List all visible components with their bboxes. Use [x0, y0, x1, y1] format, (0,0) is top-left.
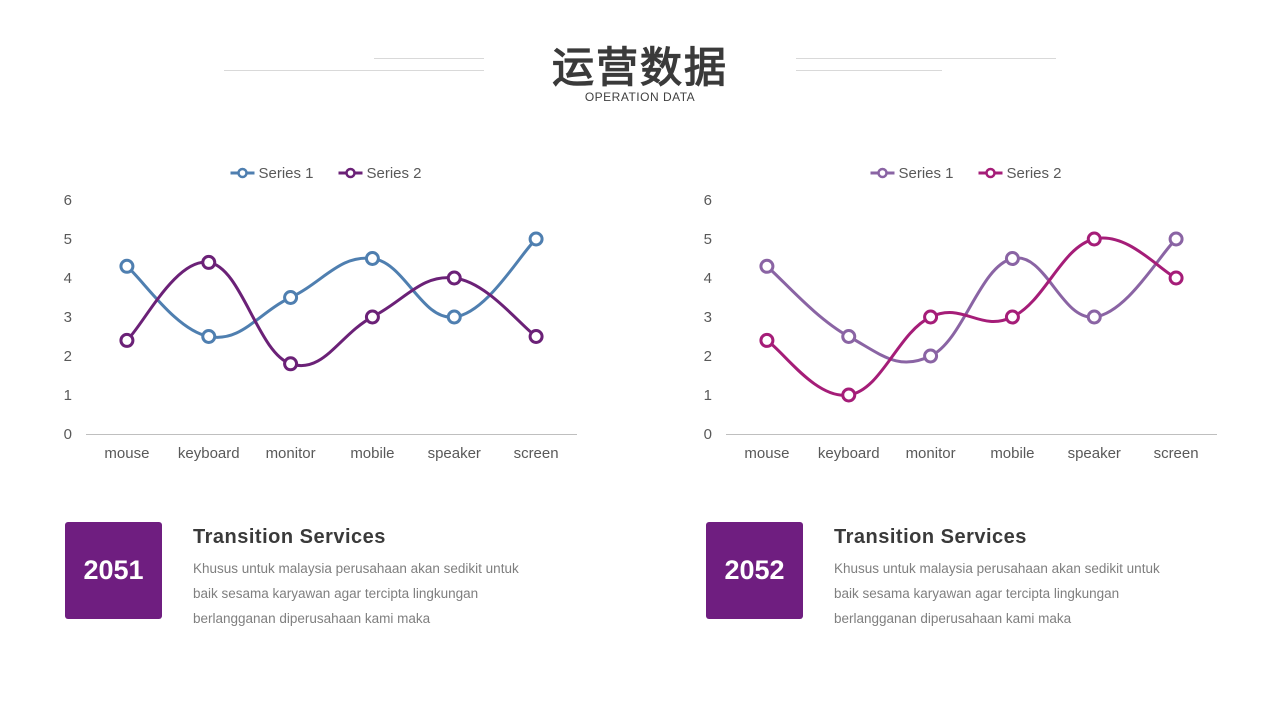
legend-marker	[985, 167, 996, 179]
data-point	[201, 329, 217, 344]
x-tick-label: mouse	[104, 445, 149, 462]
year-badge: 2051	[65, 522, 162, 619]
y-tick-label: 3	[64, 309, 72, 326]
legend-marker	[237, 167, 248, 179]
line-chart-right: 0 1 2 3 4 5 6 mouse keyboard monitor mobile speaker…	[680, 150, 1240, 480]
y-tick-label: 6	[64, 192, 72, 209]
data-point	[446, 309, 462, 325]
y-tick-label: 4	[64, 270, 72, 287]
data-point	[283, 290, 299, 305]
page-subtitle: OPERATION DATA	[584, 90, 696, 104]
data-point	[201, 254, 217, 270]
y-tick-label: 1	[704, 387, 712, 404]
data-point	[119, 332, 135, 348]
y-tick-label: 3	[704, 309, 712, 326]
header-rule-left-top	[374, 58, 484, 59]
header-rule-left-bottom	[224, 70, 484, 71]
data-point	[1168, 270, 1184, 286]
x-tick-label: speaker	[1068, 445, 1121, 462]
card-description-line: Khusus untuk malaysia perusahaan akan se…	[193, 561, 519, 576]
info-card-left: 2051 Transition Services Khusus untuk ma…	[65, 522, 585, 632]
x-tick-label: monitor	[906, 445, 956, 462]
card-description-line: Khusus untuk malaysia perusahaan akan se…	[834, 561, 1160, 576]
card-description: Khusus untuk malaysia perusahaan akan se…	[193, 556, 553, 631]
year-badge: 2052	[706, 522, 803, 619]
card-description-line: berlangganan diperusahaan kami maka	[834, 611, 1072, 626]
y-tick-label: 5	[704, 231, 712, 248]
legend-item: Series 1	[870, 165, 954, 182]
data-point	[1168, 231, 1184, 247]
y-tick-label: 4	[704, 270, 712, 287]
legend-item: Series 2	[978, 165, 1062, 182]
card-description: Khusus untuk malaysia perusahaan akan se…	[834, 556, 1194, 631]
data-point	[528, 329, 544, 344]
series-line	[765, 237, 1178, 364]
x-tick-label: speaker	[428, 445, 481, 462]
data-point	[119, 258, 135, 274]
series-line	[125, 260, 538, 368]
card-description-line: baik sesama karyawan agar tercipta lingk…	[193, 586, 479, 601]
header-rule-right-top	[796, 58, 1056, 59]
series-line	[125, 237, 538, 339]
card-description-line: berlangganan diperusahaan kami maka	[193, 611, 431, 626]
legend-label: Series 1	[899, 165, 954, 182]
y-tick-label: 1	[64, 387, 72, 404]
data-point	[283, 356, 299, 372]
data-point	[1004, 251, 1020, 266]
y-tick-label: 5	[64, 231, 72, 248]
data-point	[446, 270, 462, 286]
data-point	[528, 231, 544, 247]
y-tick-label: 0	[704, 426, 712, 443]
data-point	[923, 348, 939, 364]
legend-label: Series 1	[259, 165, 314, 182]
header-rule-right-bottom	[796, 70, 942, 71]
x-tick-label: mobile	[990, 445, 1034, 462]
x-tick-label: mouse	[744, 445, 789, 462]
data-point	[1086, 309, 1102, 325]
data-point	[364, 309, 380, 325]
legend-label: Series 2	[1007, 165, 1062, 182]
info-card-right: 2052 Transition Services Khusus untuk ma…	[706, 522, 1226, 632]
card-title: Transition Services	[834, 526, 1027, 548]
y-tick-label: 2	[64, 348, 72, 365]
data-point	[1086, 231, 1102, 247]
chart-svg: 0 1 2 3 4 5 6 mouse keyboard monitor mobile speaker…	[64, 165, 577, 462]
legend-item: Series 2	[338, 165, 422, 182]
page-header: 运营数据 OPERATION DATA	[0, 0, 1280, 120]
chart-svg: 0 1 2 3 4 5 6 mouse keyboard monitor mobile speaker…	[704, 165, 1217, 462]
x-tick-label: mobile	[350, 445, 394, 462]
series-line	[765, 236, 1178, 397]
data-point	[841, 329, 857, 344]
data-point	[841, 387, 857, 403]
x-tick-label: keyboard	[178, 445, 240, 462]
data-point	[364, 251, 380, 266]
x-tick-label: screen	[1154, 445, 1199, 462]
legend-marker	[877, 167, 888, 179]
data-point	[759, 332, 775, 348]
legend-item: Series 1	[230, 165, 314, 182]
x-tick-label: monitor	[266, 445, 316, 462]
y-tick-label: 0	[64, 426, 72, 443]
line-chart-left: 0 1 2 3 4 5 6 mouse keyboard monitor mobile speaker…	[40, 150, 600, 480]
data-point	[759, 258, 775, 274]
legend-marker	[345, 167, 356, 179]
legend-label: Series 2	[367, 165, 422, 182]
x-tick-label: keyboard	[818, 445, 880, 462]
card-title: Transition Services	[193, 526, 386, 548]
y-tick-label: 2	[704, 348, 712, 365]
page-title: 运营数据	[551, 43, 728, 92]
card-description-line: baik sesama karyawan agar tercipta lingk…	[834, 586, 1120, 601]
data-point	[1004, 309, 1020, 325]
y-tick-label: 6	[704, 192, 712, 209]
x-tick-label: screen	[514, 445, 559, 462]
data-point	[923, 309, 939, 325]
